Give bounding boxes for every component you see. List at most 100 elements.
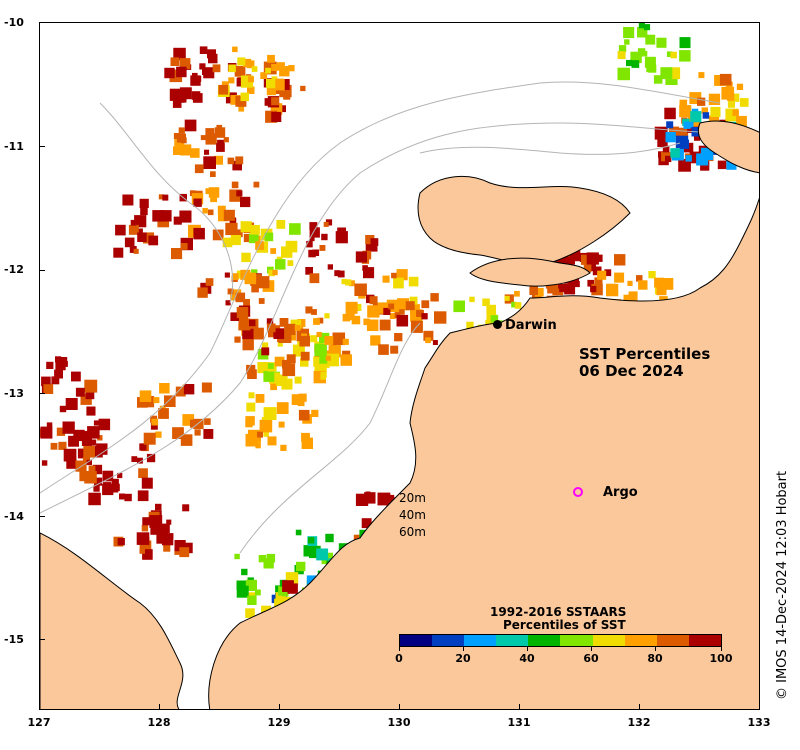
sst-pixel — [679, 127, 689, 137]
sst-pixel — [119, 493, 125, 500]
sst-pixel — [242, 327, 254, 340]
sst-pixel — [312, 249, 320, 256]
sst-pixel — [115, 224, 126, 236]
sst-pixel — [179, 210, 192, 223]
sst-pixel — [666, 51, 673, 57]
sst-pixel — [113, 247, 124, 258]
sst-pixel — [301, 432, 310, 442]
sst-pixel — [41, 460, 48, 466]
sst-pixel — [94, 477, 103, 486]
map-canvas[interactable] — [40, 23, 760, 710]
sst-pixel — [432, 340, 438, 345]
y-tick — [39, 516, 45, 517]
sst-pixel — [164, 67, 175, 79]
sst-pixel — [396, 314, 409, 327]
sst-pixel — [248, 76, 254, 83]
sst-pixel — [514, 302, 522, 309]
sst-pixel — [176, 66, 187, 78]
sst-pixel — [88, 492, 101, 506]
sst-pixel — [234, 553, 240, 560]
sst-pixel — [54, 369, 63, 379]
sst-pixel — [224, 272, 230, 278]
x-tick-label: 127 — [27, 716, 51, 729]
sst-pixel — [175, 386, 186, 397]
sst-pixel — [308, 249, 316, 258]
sst-pixel — [736, 115, 747, 127]
sst-pixel — [150, 523, 162, 535]
sst-pixel — [274, 598, 284, 609]
sst-pixel — [146, 453, 156, 463]
sst-pixel — [257, 362, 269, 374]
sst-pixel — [122, 194, 134, 206]
sst-pixel — [214, 127, 226, 138]
sst-pixel — [117, 538, 125, 546]
sst-pixel — [190, 148, 200, 158]
sst-pixel — [317, 317, 324, 324]
sst-pixel — [617, 67, 630, 81]
colorbar-segment — [400, 635, 433, 646]
sst-pixel — [217, 205, 226, 214]
sst-pixel — [180, 243, 188, 250]
sst-pixel — [166, 519, 172, 525]
sst-pixel — [490, 315, 499, 323]
sst-pixel — [171, 248, 183, 260]
sst-pixel — [277, 341, 283, 347]
sst-pixel — [173, 133, 180, 139]
city-marker[interactable] — [493, 320, 502, 329]
sst-pixel — [369, 296, 378, 305]
sst-pixel — [628, 291, 638, 301]
sst-pixel — [313, 356, 324, 367]
sst-pixel — [282, 359, 291, 369]
sst-pixel — [266, 323, 276, 333]
sst-anomaly-patch — [234, 318, 310, 379]
sst-pixel — [469, 296, 475, 303]
sst-pixel — [263, 431, 269, 437]
sst-pixel — [354, 303, 362, 311]
sst-anomaly-patch — [173, 119, 244, 177]
sst-pixel — [207, 209, 214, 216]
sst-pixel — [355, 251, 367, 263]
sst-pixel — [664, 107, 676, 120]
sst-pixel — [152, 210, 164, 222]
sst-pixel — [142, 549, 153, 560]
sst-pixel — [153, 397, 160, 404]
sst-pixel — [300, 358, 309, 367]
sst-pixel — [201, 382, 212, 393]
sst-pixel — [313, 318, 320, 325]
sst-pixel — [654, 277, 664, 288]
x-tick — [39, 704, 40, 710]
credit-text: © IMOS 14-Dec-2024 12:03 Hobart — [775, 470, 790, 700]
sst-pixel — [245, 608, 255, 618]
sst-pixel — [683, 121, 691, 129]
sst-pixel — [203, 156, 216, 169]
sst-pixel — [285, 240, 298, 253]
argo-float-marker[interactable] — [573, 487, 583, 497]
land-masses — [40, 120, 759, 709]
sst-pixel — [218, 84, 229, 95]
y-tick-label: -14 — [4, 510, 24, 523]
contour-40m — [40, 122, 741, 514]
map-frame[interactable] — [39, 22, 760, 710]
sst-pixel — [363, 267, 375, 279]
bathurst-island — [469, 257, 591, 287]
colorbar-label: 40 — [519, 652, 535, 665]
sst-pixel — [378, 344, 389, 355]
sst-pixel — [149, 515, 163, 528]
sst-pixel — [710, 106, 721, 117]
contour-shelf — [419, 142, 681, 155]
sst-pixel — [269, 372, 280, 384]
y-tick-label: -12 — [4, 263, 24, 276]
sst-pixel — [80, 393, 92, 405]
colorbar-segment — [624, 635, 657, 646]
sst-pixel — [247, 369, 257, 379]
sst-pixel — [370, 335, 381, 346]
sst-pixel — [614, 272, 625, 283]
sst-pixel — [586, 252, 599, 265]
sst-pixel — [648, 271, 656, 279]
sst-pixel — [708, 115, 720, 126]
sst-pixel — [63, 448, 77, 462]
sst-pixel — [714, 75, 725, 86]
sst-pixel — [216, 143, 225, 152]
sst-pixel — [689, 151, 702, 164]
sst-pixel — [266, 78, 276, 89]
